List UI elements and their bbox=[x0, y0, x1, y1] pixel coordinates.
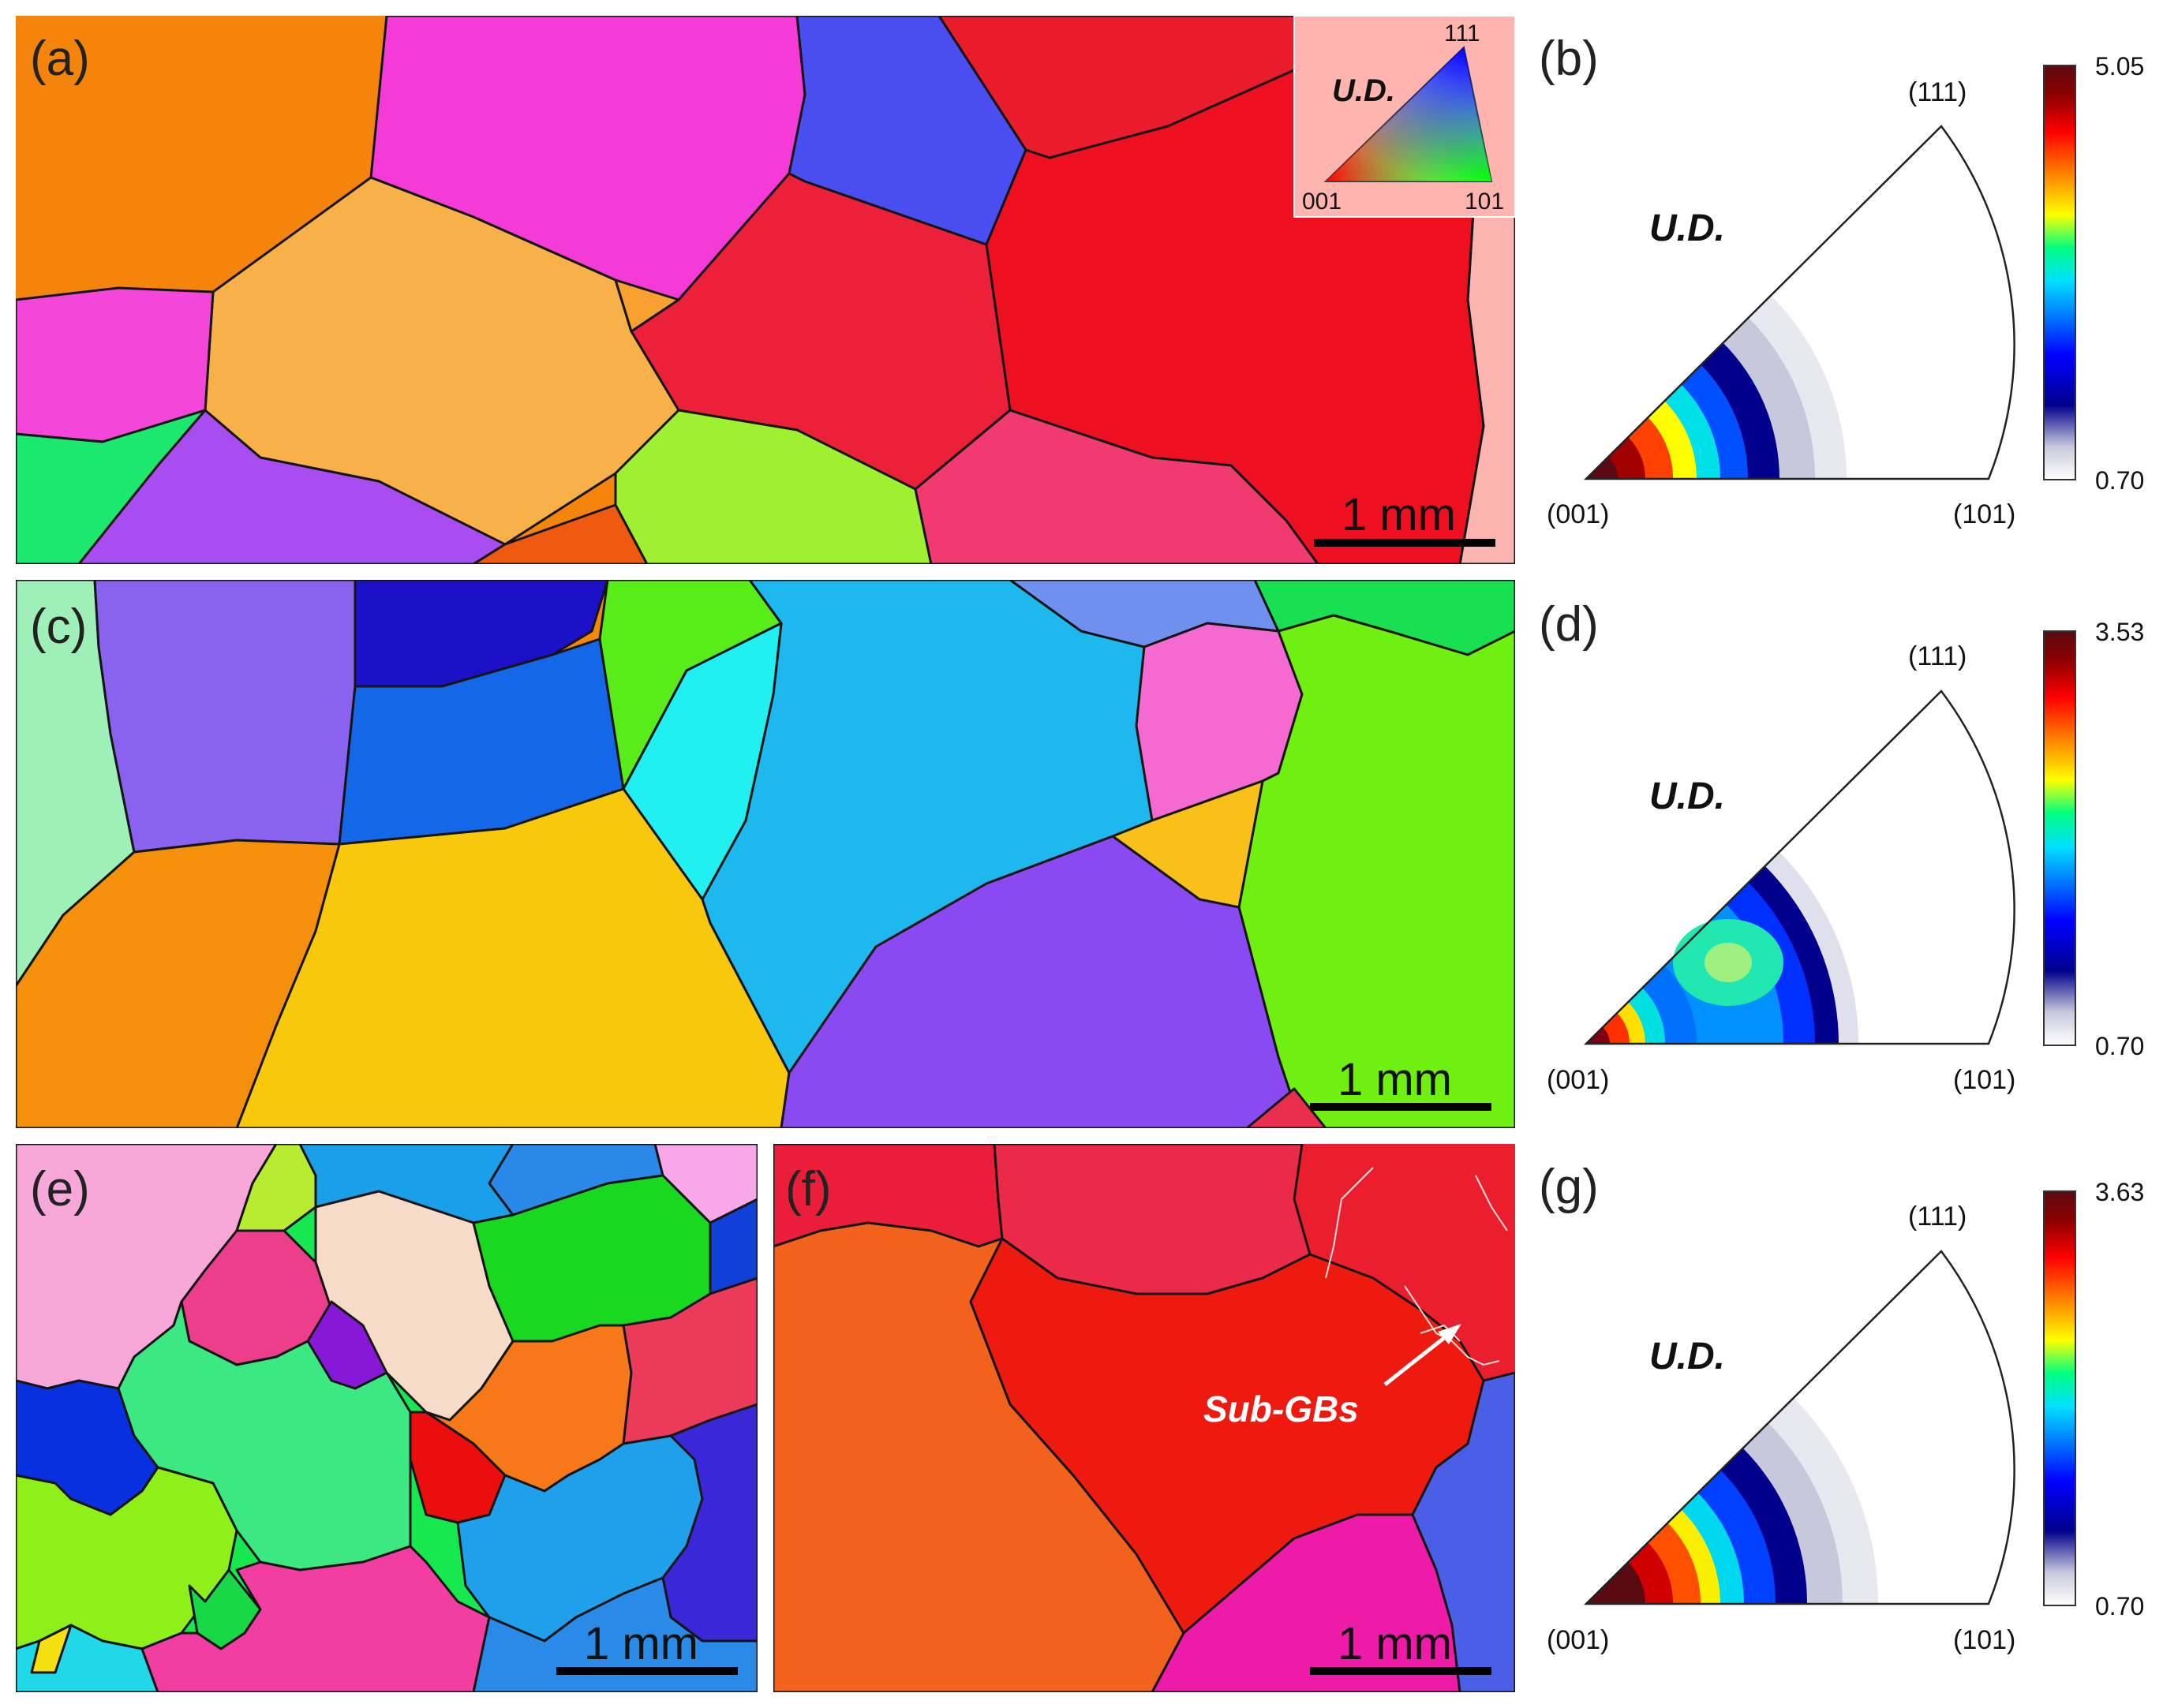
ipf-d-pole-111: (111) bbox=[1908, 641, 1967, 671]
colorbar-b-max: 5.05 bbox=[2095, 52, 2144, 80]
panel-label-c: (c) bbox=[30, 600, 87, 654]
ipf-g-pole-111: (111) bbox=[1908, 1202, 1967, 1231]
sub-gbs-annotation: Sub-GBs bbox=[1203, 1324, 1461, 1430]
scale-bar-f: 1 mm bbox=[1310, 1618, 1491, 1675]
ipf-b-direction: U.D. bbox=[1649, 207, 1725, 249]
panel-g-inverse-pole-figure: (g) U.D. (001) (101) (111) 3.63 0.70 bbox=[1539, 1160, 2144, 1655]
colorbar-d-min: 0.70 bbox=[2095, 1032, 2144, 1060]
scale-bar-a: 1 mm bbox=[1314, 489, 1495, 547]
panel-f-ebsd-map bbox=[773, 1144, 1515, 1692]
key-corner-001: 001 bbox=[1302, 189, 1342, 215]
panel-label-e: (e) bbox=[30, 1162, 90, 1217]
pole-figure-d-density bbox=[1586, 851, 1859, 1044]
svg-text:1 mm: 1 mm bbox=[584, 1618, 698, 1669]
colorbar-g-max: 3.63 bbox=[2095, 1178, 2144, 1206]
panel-a-ebsd-map bbox=[16, 16, 1515, 564]
ipf-g-pole-001: (001) bbox=[1547, 1625, 1609, 1655]
panel-label-a: (a) bbox=[30, 32, 90, 86]
colorbar-g-min: 0.70 bbox=[2095, 1592, 2144, 1620]
ipf-d-pole-101: (101) bbox=[1953, 1065, 2015, 1095]
panel-label-b: (b) bbox=[1539, 32, 1599, 86]
ipf-d-pole-001: (001) bbox=[1547, 1065, 1609, 1095]
panel-e-ebsd-map bbox=[16, 1144, 758, 1692]
pole-figure-b-density bbox=[1586, 294, 1847, 479]
panel-label-d: (d) bbox=[1539, 597, 1599, 652]
panel-c-ebsd-map bbox=[16, 580, 1515, 1128]
key-corner-111: 111 bbox=[1444, 21, 1480, 47]
ipf-b-pole-111: (111) bbox=[1908, 77, 1967, 107]
ipf-outline-g bbox=[1583, 1250, 2015, 1605]
svg-text:1 mm: 1 mm bbox=[1338, 1054, 1452, 1105]
ipf-color-key: U.D. 001 101 111 bbox=[1293, 15, 1516, 218]
panel-b-inverse-pole-figure: (b) U.D. (001) (101) (111) 5.05 0.70 bbox=[1539, 32, 2144, 529]
ipf-b-pole-101: (101) bbox=[1953, 499, 2015, 529]
panel-d-inverse-pole-figure: (d) U.D. (001) (101) (111) 3.53 0.70 bbox=[1539, 597, 2144, 1095]
sub-grain-boundaries bbox=[1325, 1167, 1508, 1366]
svg-text:1 mm: 1 mm bbox=[1338, 1618, 1452, 1669]
ipf-outline-d bbox=[1583, 690, 2015, 1045]
svg-text:Sub-GBs: Sub-GBs bbox=[1203, 1388, 1359, 1430]
panel-label-f: (f) bbox=[785, 1162, 832, 1217]
key-direction-label: U.D. bbox=[1332, 73, 1395, 108]
colorbar-d bbox=[2043, 630, 2076, 1046]
ipf-g-direction: U.D. bbox=[1649, 1336, 1725, 1377]
colorbar-d-max: 3.53 bbox=[2095, 618, 2144, 646]
key-corner-101: 101 bbox=[1465, 189, 1504, 215]
colorbar-b-min: 0.70 bbox=[2095, 466, 2144, 495]
ipf-outline-b bbox=[1583, 125, 2015, 480]
panel-label-g: (g) bbox=[1539, 1160, 1599, 1214]
svg-text:1 mm: 1 mm bbox=[1342, 489, 1456, 540]
ipf-g-pole-101: (101) bbox=[1953, 1625, 2015, 1655]
scale-bar-c: 1 mm bbox=[1310, 1054, 1491, 1111]
colorbar-b bbox=[2043, 65, 2076, 480]
pole-figure-g-density bbox=[1586, 1397, 1879, 1604]
ipf-b-pole-001: (001) bbox=[1547, 499, 1609, 529]
ipf-d-direction: U.D. bbox=[1649, 776, 1725, 817]
colorbar-g bbox=[2043, 1190, 2076, 1606]
scale-bar-e: 1 mm bbox=[556, 1618, 738, 1675]
